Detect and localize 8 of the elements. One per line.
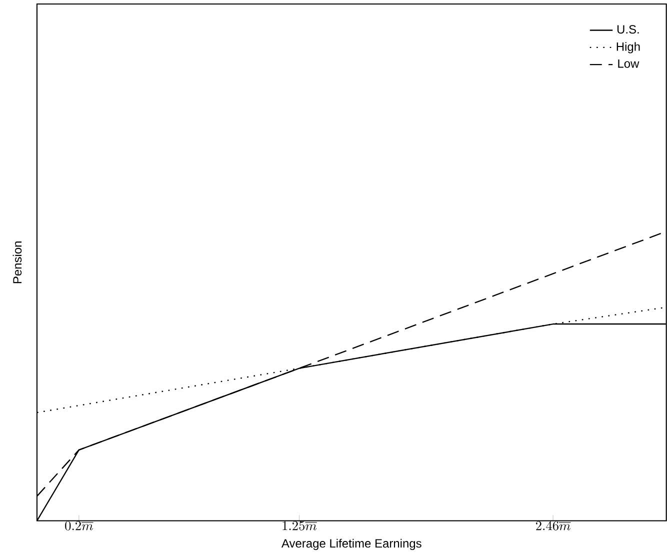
legend-label: Low <box>618 59 640 68</box>
x-tick-label: $0.2\overline{m}$ <box>65 521 94 530</box>
x-tick-label: $1.25\overline{m}$ <box>282 521 317 530</box>
x-tick-label: $2.46\overline{m}$ <box>536 520 571 530</box>
legend-label: U.S. <box>617 24 639 34</box>
y-axis-title: Pension <box>12 241 22 283</box>
x-axis-title: Average Lifetime Earnings <box>281 538 422 550</box>
legend-label: High <box>616 42 640 54</box>
